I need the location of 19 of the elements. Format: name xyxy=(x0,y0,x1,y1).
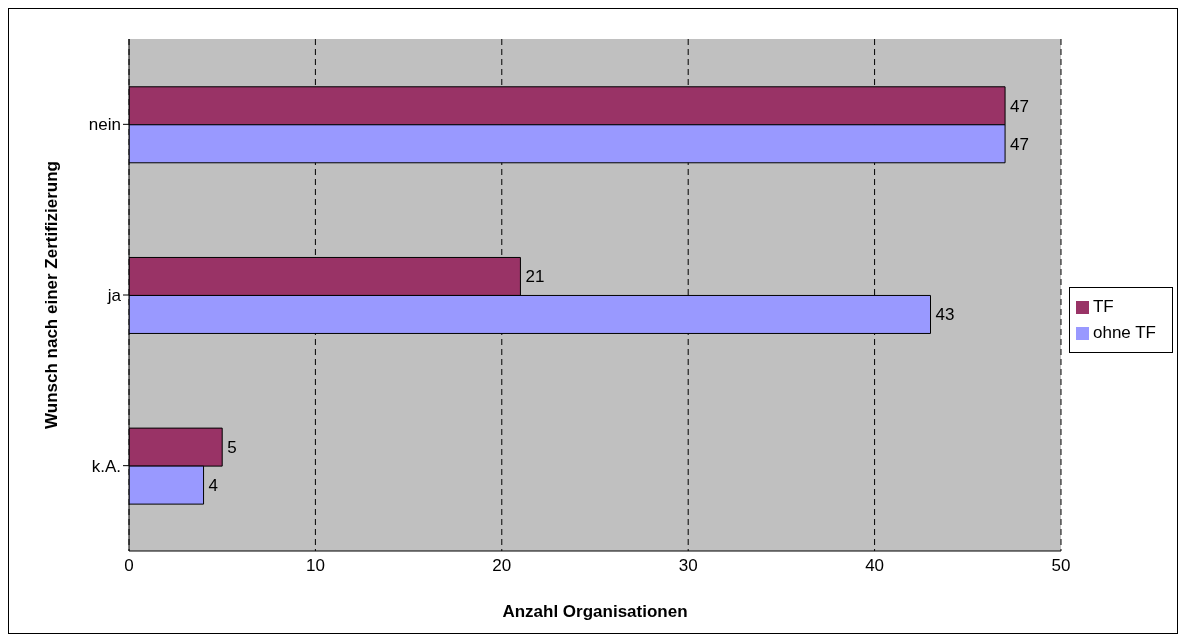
x-tick-label: 0 xyxy=(124,556,134,576)
y-tick-label: k.A. xyxy=(91,456,121,476)
y-tick-label: nein xyxy=(88,115,121,135)
legend-label: TF xyxy=(1092,297,1114,316)
legend-label: ohne TF xyxy=(1092,323,1156,342)
data-label: 5 xyxy=(227,438,237,458)
data-label: 4 xyxy=(208,476,219,496)
x-axis-title: Anzahl Organisationen xyxy=(502,602,688,621)
data-label: 47 xyxy=(1010,96,1029,116)
data-label: 43 xyxy=(935,305,955,325)
x-tick-label: 40 xyxy=(865,556,885,576)
data-label: 21 xyxy=(525,267,545,287)
data-label: 47 xyxy=(1010,134,1029,154)
x-tick-label: 10 xyxy=(305,556,325,576)
y-tick-label: ja xyxy=(106,286,122,306)
x-tick-label: 50 xyxy=(1051,556,1071,576)
x-tick-label: 20 xyxy=(492,556,512,576)
y-axis-title: Wunsch nach einer Zertifizierung xyxy=(42,161,62,429)
x-tick-label: 30 xyxy=(678,556,698,576)
